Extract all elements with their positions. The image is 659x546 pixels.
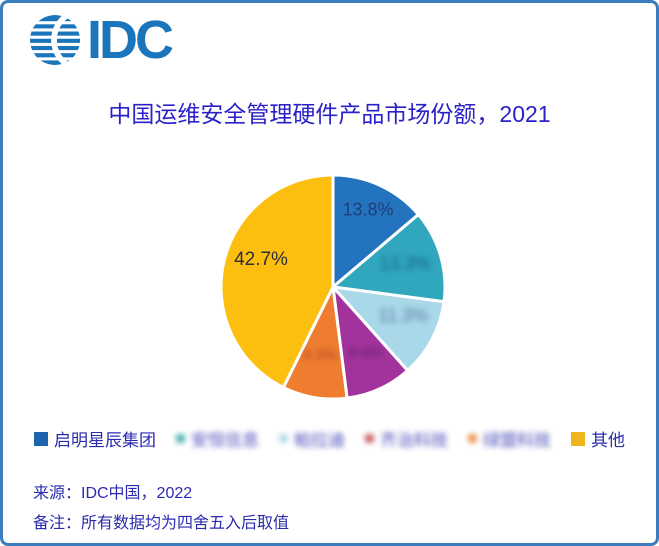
pie-slice-2 [331,285,446,373]
idc-logo: IDC [29,10,174,70]
idc-globe-icon [29,14,81,66]
legend-label: 绿盟科技 [483,431,551,450]
chart-title: 中国运维安全管理硬件产品市场份额，2021 [108,101,551,127]
source-text: 来源：IDC中国，2022 [33,485,193,502]
slice-label-blurred-3: 9.6% [348,344,384,362]
pie-slice-0 [331,173,420,289]
note-text: 备注：所有数据均为四舍五入后取值 [33,515,290,532]
slice-label-others: 42.7% [234,249,288,270]
idc-logo-text: IDC [87,10,174,70]
pie-slice-1 [331,213,447,304]
legend-item-blurred-2: 帕拉迪 [279,426,345,451]
legend-label: 齐治科技 [380,431,448,450]
slice-label-blurred-4: 9.3% [302,346,338,364]
legend-marker-teal [176,434,185,443]
legend-label: 安恒信息 [191,431,259,450]
legend-label: 启明星辰集团 [54,431,156,450]
slice-label-blurred-1: 13.3% [379,253,431,274]
slice-label-qimingxingchen: 13.8% [342,199,394,220]
slice-label-blurred-2: 11.3% [378,305,428,326]
pie-slice-5 [219,173,335,389]
legend-item-others: 其他 [571,426,625,451]
legend-marker-blue [34,431,48,446]
legend-item-qimingxingchen: 启明星辰集团 [34,426,156,451]
legend: 启明星辰集团 安恒信息 帕拉迪 齐治科技 绿盟科技 其他 [3,426,656,451]
legend-item-blurred-4: 绿盟科技 [468,426,551,451]
legend-label: 帕拉迪 [294,431,345,450]
legend-marker-yellow [571,431,585,446]
legend-item-blurred-3: 齐治科技 [365,426,448,451]
pie-chart: 13.8% 13.3% 11.3% 9.6% 9.3% 42.7% [213,167,453,407]
legend-marker-orange [468,434,477,443]
legend-item-blurred-1: 安恒信息 [176,426,259,451]
legend-label: 其他 [591,431,625,450]
legend-marker-lightblue [279,434,288,443]
legend-marker-red [365,434,374,443]
pie-svg [219,173,447,401]
